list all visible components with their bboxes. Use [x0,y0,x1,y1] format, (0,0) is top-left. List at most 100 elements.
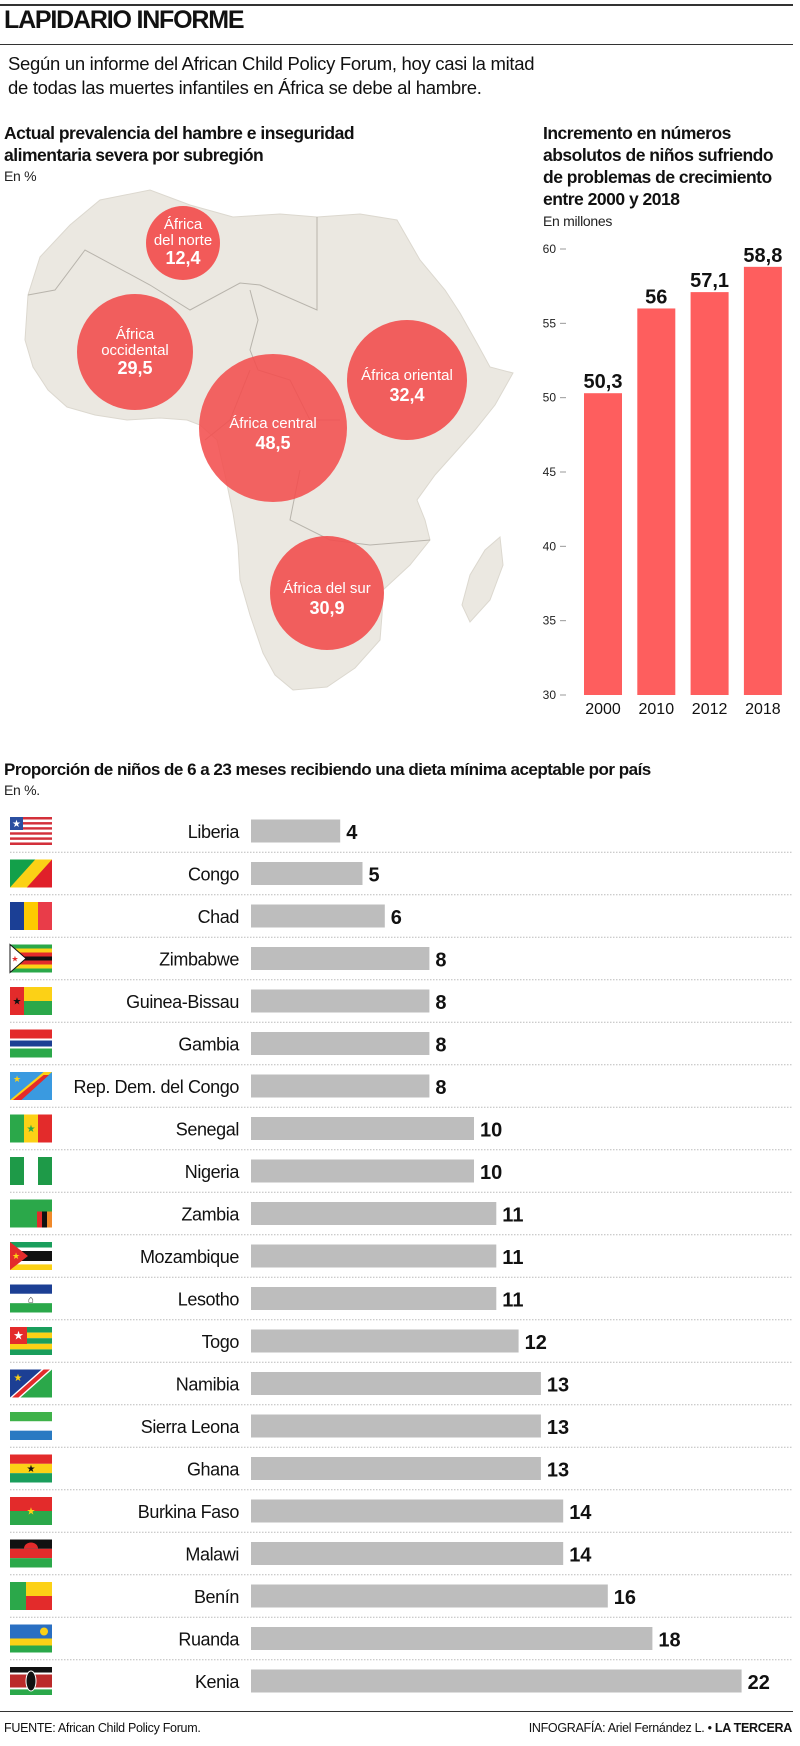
africa-map: África del norte 12,4 África occidental … [24,189,514,691]
country-label: Zimbabwe [159,950,239,970]
sierra-leone-flag-icon [10,1412,52,1440]
bar-value-label: 8 [435,1035,446,1057]
bar-value-label: 11 [502,1247,523,1269]
bar-congo [251,862,363,885]
bar-malawi [251,1542,564,1565]
table-row: ★ Namibia 13 [10,1369,793,1406]
growth-title-line: de problemas de crecimiento [543,167,772,187]
country-label: Burkina Faso [138,1502,240,1522]
country-label: Sierra Leona [141,1417,241,1437]
svg-text:⌂: ⌂ [28,1295,34,1306]
senegal-flag-icon: ★ [10,1114,52,1143]
table-row: ★ Mozambique 11 [10,1242,793,1278]
svg-text:★: ★ [14,1373,23,1384]
region-value: 29,5 [117,358,152,378]
region-value: 48,5 [255,433,290,453]
bar-2010 [637,308,676,695]
table-row: Malawi 14 [10,1539,793,1576]
table-row: Ruanda 18 [10,1624,793,1661]
ghana-flag-icon: ★ [10,1454,52,1483]
table-row: ★ Liberia 4 [10,817,793,853]
growth-bar-chart: 60 55 50 45 40 35 30 50,3 2000 56 2010 57,1 2012 58,8… [543,242,783,718]
bar-value-label: 10 [480,1162,502,1184]
rwanda-flag-icon [10,1624,52,1653]
bar-value-label: 57,1 [690,270,729,292]
zambia-flag-icon [10,1199,52,1228]
namibia-flag-icon: ★ [10,1369,52,1398]
footer-rule [0,1711,793,1712]
bar-liberia [251,819,341,843]
bar-value-label: 13 [547,1460,569,1482]
map-title-line-1: Actual prevalencia del hambre e inseguri… [4,123,355,143]
guinea-bissau-flag-icon: ★ [10,987,52,1015]
region-name: África [116,326,155,343]
region-name: África [164,216,203,233]
bar-chad [251,904,385,928]
bar-value-label: 50,3 [584,371,623,393]
growth-title-line: entre 2000 y 2018 [543,189,680,209]
footer-source: FUENTE: African Child Policy Forum. [4,1721,201,1735]
intro-line-2: de todas las muertes infantiles en Áfric… [8,77,482,98]
region-north-africa: África del norte 12,4 [146,206,220,280]
svg-text:★: ★ [12,819,21,830]
svg-text:★: ★ [13,1329,24,1343]
bar-mozambique [251,1244,497,1268]
mozambique-flag-icon: ★ [10,1242,52,1270]
bar-value-label: 22 [748,1672,770,1694]
region-name: del norte [154,232,212,249]
kenya-flag-icon [10,1667,52,1695]
y-tick-label: 55 [543,316,557,330]
country-label: Togo [202,1332,240,1352]
svg-text:★: ★ [12,1251,20,1261]
country-label: Kenia [195,1672,240,1692]
table-row: ⌂ Lesotho 11 [10,1284,793,1321]
bar-sierra-leona [251,1414,541,1438]
nigeria-flag-icon [10,1157,52,1185]
burkina-faso-flag-icon: ★ [10,1497,52,1525]
region-value: 32,4 [389,385,424,405]
bar-namibia [251,1372,541,1395]
region-south-africa: África del sur 30,9 [270,536,384,650]
x-tick-label: 2010 [639,701,675,718]
country-label: Ruanda [178,1630,240,1650]
table-row: Nigeria 10 [10,1157,793,1193]
growth-chart-title: Incremento en números absolutos de niños… [543,122,774,210]
x-tick-label: 2012 [692,701,728,718]
diet-chart-unit: En %. [4,782,40,798]
bar-gambia [251,1032,430,1055]
title-rule [0,44,793,45]
table-row: Zambia 11 [10,1199,793,1236]
bar-value-label: 56 [645,286,667,308]
bar-value-label: 8 [435,992,446,1014]
bar-ben-n [251,1584,608,1608]
table-row: Congo 5 [10,859,793,896]
bar-ghana [251,1457,541,1480]
map-title-line-2: alimentaria severa por subregión [4,145,264,165]
country-label: Mozambique [140,1247,239,1267]
region-name: África oriental [361,367,453,384]
gambia-flag-icon [10,1029,52,1058]
country-label: Gambia [178,1035,240,1055]
bar-value-label: 6 [391,907,402,929]
table-row: Chad 6 [10,902,793,938]
bar-value-label: 12 [525,1332,547,1354]
zimbabwe-flag-icon: ★ [9,943,52,974]
togo-flag-icon: ★ [10,1327,52,1355]
bar-value-label: 18 [658,1630,680,1652]
growth-chart-unit: En millones [543,213,613,229]
region-name: occidental [101,342,169,359]
region-central-africa: África central 48,5 [199,354,347,502]
growth-title-line: Incremento en números [543,123,731,143]
country-label: Liberia [188,822,241,842]
chad-flag-icon [10,902,52,930]
table-row: ★ Zimbabwe 8 [9,943,793,981]
bar-value-label: 11 [502,1290,523,1312]
bar-2012 [690,292,729,695]
bar-nigeria [251,1159,474,1183]
bar-value-label: 14 [569,1545,592,1567]
x-tick-label: 2018 [745,701,781,718]
bar-2018 [743,266,782,695]
bar-zambia [251,1202,497,1225]
svg-text:★: ★ [13,1074,21,1084]
bar-value-label: 8 [435,950,446,972]
